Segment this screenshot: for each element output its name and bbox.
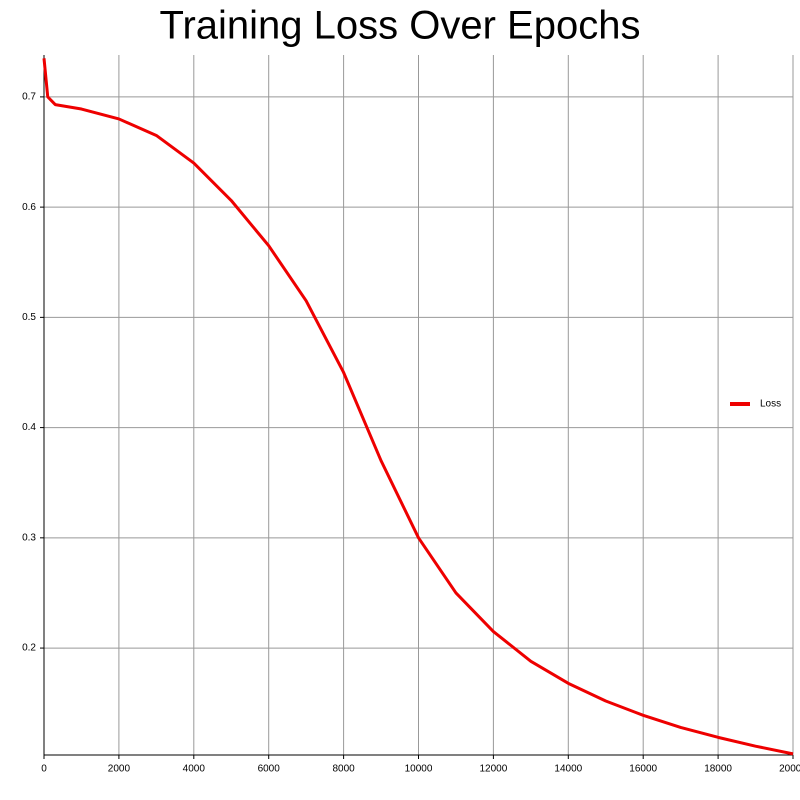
y-tick-label: 0.4 bbox=[22, 422, 36, 433]
y-tick-label: 0.6 bbox=[22, 202, 36, 213]
x-tick-label: 2000 bbox=[108, 764, 131, 775]
x-tick-label: 12000 bbox=[479, 764, 507, 775]
x-tick-label: 0 bbox=[41, 764, 47, 775]
x-tick-label: 18000 bbox=[704, 764, 732, 775]
x-tick-label: 10000 bbox=[405, 764, 433, 775]
loss-line bbox=[42, 58, 794, 756]
chart-title: Training Loss Over Epochs bbox=[160, 4, 641, 48]
x-tick-label: 14000 bbox=[554, 764, 582, 775]
y-tick-label: 0.7 bbox=[22, 92, 36, 103]
x-tick-label: 6000 bbox=[258, 764, 281, 775]
y-tick-label: 0.5 bbox=[22, 312, 36, 323]
x-tick-label: 4000 bbox=[183, 764, 206, 775]
y-tick-label: 0.2 bbox=[22, 643, 36, 654]
legend-label: Loss bbox=[760, 399, 781, 410]
y-tick-label: 0.3 bbox=[22, 532, 36, 543]
x-tick-label: 8000 bbox=[332, 764, 355, 775]
x-tick-label: 16000 bbox=[629, 764, 657, 775]
